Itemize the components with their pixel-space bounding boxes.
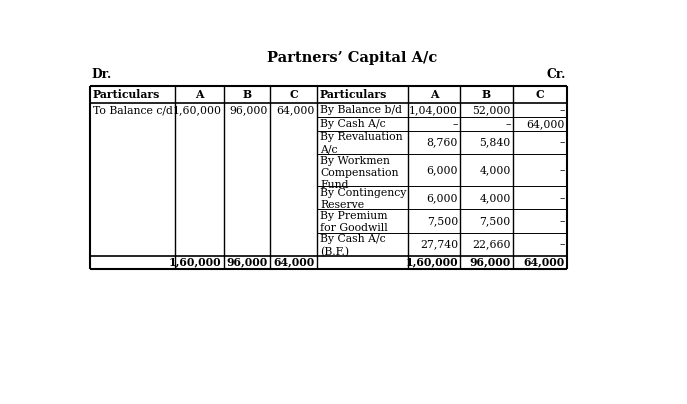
Text: 1,60,000: 1,60,000 [405,257,458,268]
Text: A: A [429,89,438,100]
Text: 1,04,000: 1,04,000 [409,105,458,115]
Text: –: – [559,137,565,147]
Text: 4,000: 4,000 [480,193,510,203]
Text: 96,000: 96,000 [227,257,268,268]
Text: –: – [559,105,565,115]
Text: 5,840: 5,840 [480,137,510,147]
Text: By Cash A/c: By Cash A/c [320,118,385,128]
Text: 64,000: 64,000 [526,119,565,129]
Text: 7,500: 7,500 [427,216,458,226]
Text: –: – [559,216,565,226]
Text: 6,000: 6,000 [427,165,458,175]
Text: Particulars: Particulars [320,89,387,100]
Text: Particulars: Particulars [93,89,160,100]
Text: 27,740: 27,740 [420,239,458,249]
Text: 6,000: 6,000 [427,193,458,203]
Text: B: B [243,89,251,100]
Text: 22,660: 22,660 [472,239,510,249]
Text: 8,760: 8,760 [427,137,458,147]
Text: Cr.: Cr. [546,68,565,81]
Text: C: C [289,89,298,100]
Text: 4,000: 4,000 [480,165,510,175]
Text: 64,000: 64,000 [523,257,565,268]
Text: 1,60,000: 1,60,000 [172,105,221,115]
Text: 7,500: 7,500 [480,216,510,226]
Text: By Premium
for Goodwill: By Premium for Goodwill [320,211,387,234]
Text: By Contingency
Reserve: By Contingency Reserve [320,188,406,210]
Text: –: – [559,193,565,203]
Text: By Workmen
Compensation
Fund: By Workmen Compensation Fund [320,156,398,190]
Text: A: A [195,89,203,100]
Text: By Cash A/c
(B.F.): By Cash A/c (B.F.) [320,234,385,257]
Text: Dr.: Dr. [91,68,111,81]
Text: 96,000: 96,000 [229,105,268,115]
Text: By Revaluation
A/c: By Revaluation A/c [320,133,403,155]
Text: To Balance c/d: To Balance c/d [93,105,172,115]
Text: 64,000: 64,000 [276,105,315,115]
Text: By Balance b/d: By Balance b/d [320,105,402,115]
Text: B: B [482,89,491,100]
Text: –: – [505,119,510,129]
Text: C: C [536,89,544,100]
Text: –: – [559,165,565,175]
Text: 52,000: 52,000 [472,105,510,115]
Text: 64,000: 64,000 [273,257,315,268]
Text: 96,000: 96,000 [469,257,510,268]
Text: –: – [452,119,458,129]
Text: –: – [559,239,565,249]
Text: 1,60,000: 1,60,000 [169,257,221,268]
Text: Partners’ Capital A/c: Partners’ Capital A/c [267,51,437,65]
